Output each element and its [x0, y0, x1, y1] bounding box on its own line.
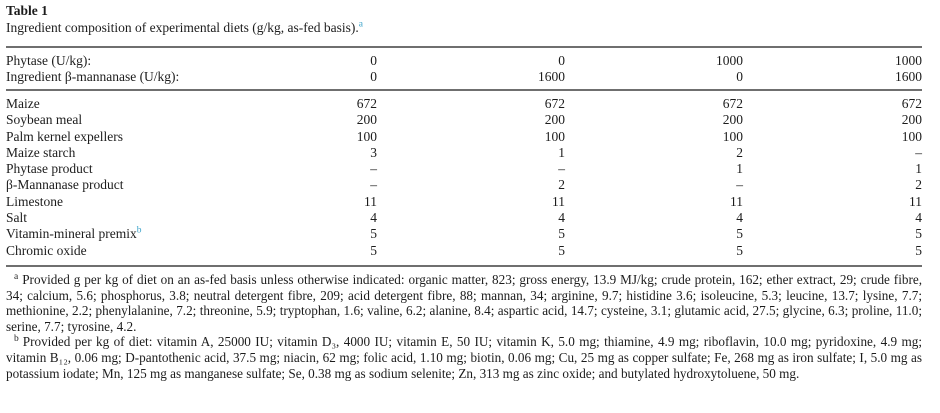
enzyme-level-row: Phytase (U/kg): 0 0 1000 1000: [6, 47, 922, 69]
ingredient-label: Phytase product: [6, 161, 93, 177]
ingredient-amount-value: 672: [356, 96, 377, 111]
ingredient-amount-value: 4: [558, 210, 565, 226]
ingredient-row: Phytase product – – 1 1: [6, 161, 922, 177]
ingredient-row: Salt 4 4 4 4: [6, 210, 922, 226]
ingredient-amount-value: 5: [736, 242, 743, 258]
ingredient-row: Limestone 11 11 11 11: [6, 194, 922, 210]
footnote-ref-b: b: [136, 225, 142, 236]
ingredient-amount-value: –: [915, 144, 922, 160]
ingredient-amount-value: 2: [915, 177, 922, 193]
ingredient-label: Chromic oxide: [6, 242, 87, 258]
footnote-b: b Provided per kg of diet: vitamin A, 250…: [6, 334, 922, 381]
ingredient-amount-value: 11: [730, 193, 743, 209]
ingredient-amount-value: –: [558, 161, 565, 177]
enzyme-dose-value: 0: [736, 68, 743, 84]
ingredient-amount-value: 11: [552, 193, 565, 209]
footnote-ref-a: a: [358, 19, 363, 30]
ingredient-row: Vitamin-mineral premixb 5 5 5 5: [6, 226, 922, 242]
ingredient-amount-value: 200: [901, 112, 922, 128]
footnote-text-b: Provided per kg of diet: vitamin A, 2500…: [6, 334, 922, 381]
ingredient-amount-value: 3: [370, 144, 377, 160]
ingredient-amount-value: 100: [901, 128, 922, 144]
ingredient-amount-value: 1: [558, 144, 565, 160]
ingredient-amount-value: 200: [722, 112, 743, 128]
ingredient-label: Soybean meal: [6, 112, 83, 128]
ingredient-amount-value: 4: [736, 210, 743, 226]
enzyme-dose-value: 0: [370, 68, 377, 84]
ingredient-amount-value: –: [370, 177, 377, 193]
ingredient-label: Limestone: [6, 193, 63, 209]
ingredient-composition-table: Phytase (U/kg): 0 0 1000 1000 Ingredient β-ma…: [6, 46, 922, 267]
ingredient-row: Chromic oxide 5 5 5 5: [6, 243, 922, 266]
table-figure: Table 1 Ingredient composition of experi…: [6, 3, 922, 381]
footnote-a: a Provided g per kg of diet on an as-fed …: [6, 272, 922, 334]
ingredient-amount-value: 672: [544, 96, 565, 111]
table-caption-text: Ingredient composition of experimental d…: [6, 20, 359, 35]
ingredient-amount-value: 200: [356, 112, 377, 128]
enzyme-level-row: Ingredient β-mannanase (U/kg): 0 1600 0 1600: [6, 69, 922, 91]
ingredient-amount-value: 2: [736, 144, 743, 160]
ingredient-amount-value: 672: [901, 96, 922, 111]
table-caption: Ingredient composition of experimental d…: [6, 20, 922, 46]
footnote-text-a: Provided g per kg of diet on an as-fed b…: [6, 271, 922, 334]
ingredient-amount-value: 5: [370, 242, 377, 258]
ingredient-amount-value: –: [370, 161, 377, 177]
ingredient-amount-value: 672: [722, 96, 743, 111]
ingredient-amount-value: –: [736, 177, 743, 193]
ingredient-amount-value: 2: [558, 177, 565, 193]
enzyme-dose-value: 0: [370, 53, 377, 68]
ingredient-amount-value: 100: [356, 128, 377, 144]
ingredient-label: Maize: [6, 96, 40, 111]
ingredient-amount-value: 100: [544, 128, 565, 144]
ingredient-amount-value: 200: [544, 112, 565, 128]
ingredient-row: Palm kernel expellers 100 100 100 100: [6, 129, 922, 145]
ingredient-label: Palm kernel expellers: [6, 128, 123, 144]
ingredient-amount-value: 1: [915, 161, 922, 177]
ingredient-amount-value: 5: [558, 242, 565, 258]
enzyme-dose-value: 1600: [895, 68, 922, 84]
enzyme-dose-value: 1000: [895, 53, 922, 68]
table-body: Maize 672 672 672 672 Soybean meal 200 200 200 20…: [6, 90, 922, 266]
ingredient-label: Vitamin-mineral premixb: [6, 225, 142, 242]
ingredient-amount-value: 4: [915, 210, 922, 226]
ingredient-amount-value: 100: [722, 128, 743, 144]
ingredient-label: Salt: [6, 210, 28, 226]
ingredient-row: Maize starch 3 1 2 –: [6, 145, 922, 161]
ingredient-amount-value: 1: [736, 161, 743, 177]
enzyme-level-label: Phytase (U/kg):: [6, 53, 92, 68]
table-footnotes: a Provided g per kg of diet on an as-fed …: [6, 272, 922, 381]
ingredient-row: β-Mannanase product – 2 – 2: [6, 177, 922, 193]
ingredient-label: β-Mannanase product: [6, 177, 124, 193]
ingredient-amount-value: 11: [364, 193, 377, 209]
ingredient-amount-value: 4: [370, 210, 377, 226]
ingredient-amount-value: 5: [370, 226, 377, 242]
footnote-marker-b: b: [14, 333, 19, 344]
footnote-marker-a: a: [14, 271, 19, 282]
table-header: Phytase (U/kg): 0 0 1000 1000 Ingredient β-ma…: [6, 47, 922, 90]
enzyme-dose-value: 1600: [538, 68, 565, 84]
ingredient-row: Soybean meal 200 200 200 200: [6, 112, 922, 128]
ingredient-label: Maize starch: [6, 144, 76, 160]
ingredient-amount-value: 5: [915, 226, 922, 242]
table-number: Table 1: [6, 3, 48, 18]
ingredient-row: Maize 672 672 672 672: [6, 90, 922, 112]
ingredient-amount-value: 5: [915, 242, 922, 258]
enzyme-level-label: Ingredient β-mannanase (U/kg):: [6, 68, 180, 84]
ingredient-amount-value: 5: [736, 226, 743, 242]
enzyme-dose-value: 0: [558, 53, 565, 68]
ingredient-amount-value: 11: [909, 193, 922, 209]
enzyme-dose-value: 1000: [716, 53, 743, 68]
ingredient-amount-value: 5: [558, 226, 565, 242]
